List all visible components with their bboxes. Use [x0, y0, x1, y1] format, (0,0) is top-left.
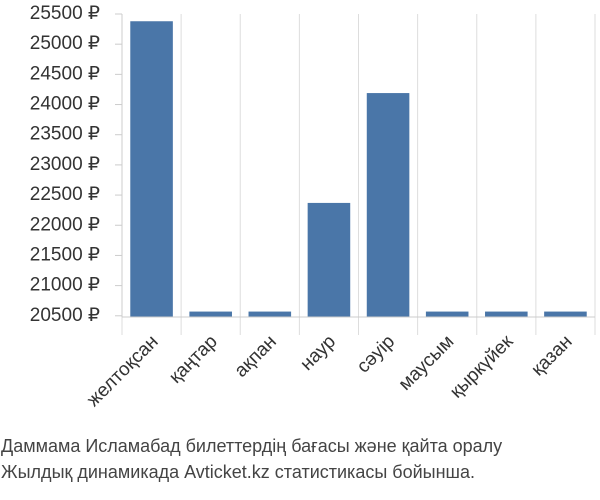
y-tick-label: 25000 ₽	[30, 33, 100, 54]
y-tick-label: 22000 ₽	[30, 214, 100, 235]
bar	[130, 21, 173, 317]
y-tick-label: 23000 ₽	[30, 154, 100, 175]
y-tick-label: 25500 ₽	[30, 3, 100, 24]
y-tick-label: 23500 ₽	[30, 124, 100, 145]
y-tick-label: 20500 ₽	[30, 305, 100, 326]
bar	[425, 311, 469, 317]
bar	[189, 311, 232, 317]
x-tick-label: наур	[296, 331, 340, 375]
caption-line: Даммама Исламабад билеттердің бағасы жән…	[1, 436, 502, 456]
x-tick-label: қазан	[527, 331, 576, 380]
y-tick-label: 21500 ₽	[30, 244, 100, 265]
bar	[485, 311, 528, 317]
bar	[366, 93, 410, 317]
y-tick-label: 21000 ₽	[30, 275, 100, 296]
caption-line: Жылдық динамикада Avticket.kz статистика…	[1, 462, 475, 482]
x-tick-label: ақпан	[231, 331, 281, 381]
bar	[544, 311, 587, 317]
y-tick-label: 22500 ₽	[30, 184, 100, 205]
x-tick-label: қыркүйек	[446, 331, 518, 403]
x-tick-label: сәуір	[353, 331, 399, 377]
y-tick-label: 24000 ₽	[30, 94, 100, 115]
bar	[248, 311, 292, 317]
x-tick-label: қаңтар	[165, 331, 222, 388]
y-tick-label: 24500 ₽	[30, 63, 100, 84]
bar	[307, 202, 351, 317]
x-tick-label: желтоқсан	[83, 331, 163, 411]
